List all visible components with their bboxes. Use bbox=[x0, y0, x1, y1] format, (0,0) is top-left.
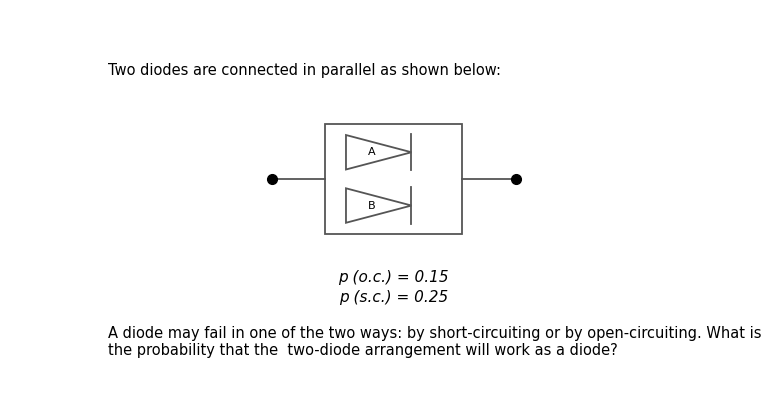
Polygon shape bbox=[346, 188, 412, 223]
Text: the probability that the  two-diode arrangement will work as a diode?: the probability that the two-diode arran… bbox=[108, 344, 617, 359]
Text: B: B bbox=[369, 201, 376, 210]
Text: p (s.c.) = 0.25: p (s.c.) = 0.25 bbox=[339, 291, 449, 306]
Text: Two diodes are connected in parallel as shown below:: Two diodes are connected in parallel as … bbox=[108, 63, 501, 78]
Text: p (o.c.) = 0.15: p (o.c.) = 0.15 bbox=[338, 270, 449, 285]
Polygon shape bbox=[346, 135, 412, 169]
Text: A: A bbox=[369, 147, 376, 157]
Text: A diode may fail in one of the two ways: by short-circuiting or by open-circuiti: A diode may fail in one of the two ways:… bbox=[108, 326, 761, 341]
Bar bbox=[325, 124, 462, 234]
